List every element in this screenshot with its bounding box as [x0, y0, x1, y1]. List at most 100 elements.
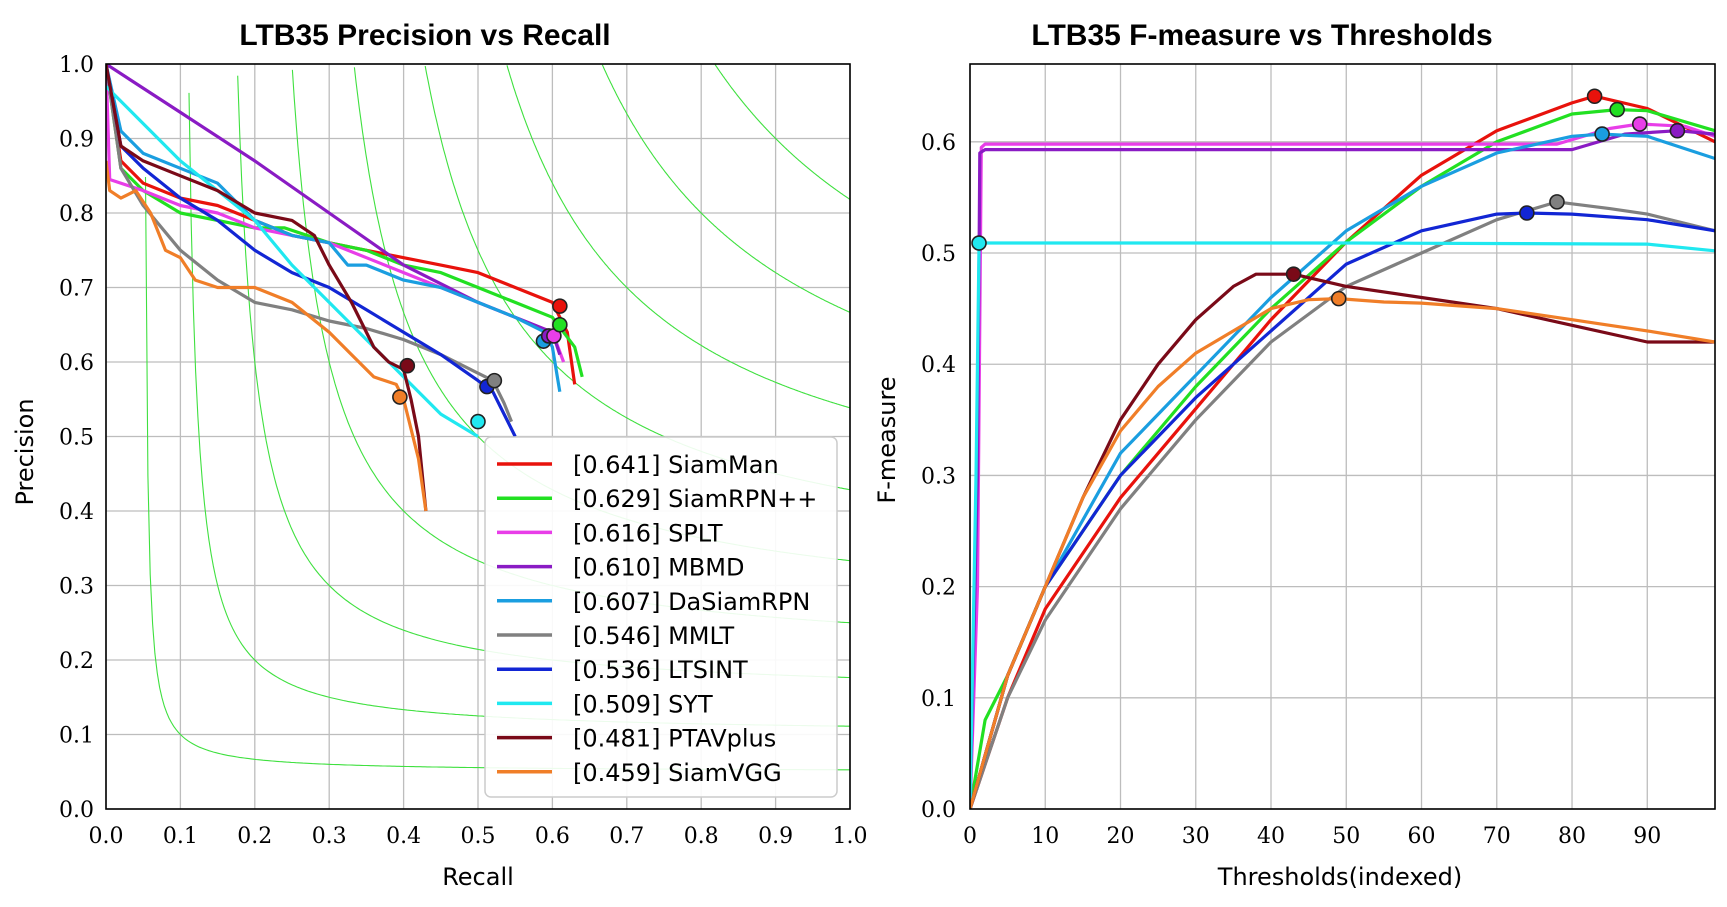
series-line	[106, 160, 428, 512]
y-tick-label: 0.0	[921, 798, 956, 823]
series-line	[106, 85, 479, 438]
plot-frame-left	[105, 63, 851, 810]
best-point-markers-right	[971, 88, 1686, 307]
x-tick-label: 0.5	[461, 824, 496, 849]
y-tick-label: 0.4	[921, 353, 956, 378]
legend-entry: [0.629] SiamRPN++	[573, 485, 817, 513]
x-tick-label: 0.4	[386, 824, 421, 849]
y-tick-label: 0.5	[921, 242, 956, 267]
x-tick-label: 0.9	[758, 824, 793, 849]
series-line	[106, 64, 584, 378]
x-tick-label: 90	[1633, 824, 1661, 849]
legend-entry: [0.536] LTSINT	[573, 656, 748, 684]
legend-entry: [0.509] SYT	[573, 690, 713, 718]
y-tick-label: 0.2	[59, 649, 94, 674]
legend-entry: [0.616] SPLT	[573, 519, 723, 547]
x-tick-label: 70	[1483, 824, 1511, 849]
grid-right	[969, 64, 1715, 810]
y-tick-label: 0.4	[59, 500, 94, 525]
y-tick-label: 0.1	[921, 687, 956, 712]
iso-f-curve	[714, 64, 850, 200]
best-point-markers-left	[392, 298, 568, 430]
best-point-marker	[1330, 290, 1347, 307]
x-tick-label: 0.2	[237, 824, 272, 849]
series-line	[970, 297, 1715, 809]
series-line	[106, 64, 562, 356]
x-tick-label: 30	[1182, 824, 1210, 849]
series-lines-right	[970, 94, 1715, 809]
x-tick-label: 0.3	[312, 824, 347, 849]
chart-title-left: LTB35 Precision vs Recall	[239, 19, 610, 52]
best-point-marker	[1669, 122, 1686, 139]
x-tick-label: 0.6	[535, 824, 570, 849]
series-line	[106, 64, 428, 512]
series-line	[970, 94, 1715, 809]
y-tick-label: 1.0	[59, 53, 94, 78]
series-line	[970, 272, 1715, 809]
plot-frame-right	[969, 63, 1716, 810]
y-tick-label: 0.6	[921, 131, 956, 156]
fmeasure-threshold-chart: LTB35 F-measure vs Thresholds Thresholds…	[873, 19, 1716, 891]
x-tick-label: 0.7	[609, 824, 644, 849]
series-line	[970, 132, 1715, 809]
y-axis-label-right: F-measure	[873, 376, 901, 503]
y-tick-label: 0.9	[59, 128, 94, 153]
y-axis-label-left: Precision	[11, 398, 39, 505]
y-tick-label: 0.3	[921, 464, 956, 489]
series-line	[970, 122, 1715, 809]
x-tick-label: 40	[1257, 824, 1285, 849]
chart-title-right: LTB35 F-measure vs Thresholds	[1031, 19, 1492, 52]
best-point-marker	[971, 235, 987, 251]
y-tick-label: 0.2	[921, 576, 956, 601]
best-point-marker	[470, 413, 486, 430]
legend-entry: [0.610] MBMD	[573, 554, 744, 582]
tick-labels-right: 0 10 20 30 40 50 60 70 80 90 0.0 0.1 0.2 0.3 0.4 0.5 0.6	[921, 131, 1661, 849]
best-point-marker	[1519, 205, 1535, 221]
best-point-marker	[392, 389, 408, 405]
y-tick-label: 0.8	[59, 202, 94, 227]
series-line	[106, 64, 562, 393]
best-point-marker	[1285, 266, 1302, 282]
x-tick-label: 1.0	[833, 824, 868, 849]
x-tick-label: 0.0	[89, 824, 124, 849]
best-point-marker	[1609, 101, 1625, 118]
legend-entry: [0.641] SiamMan	[573, 451, 779, 479]
best-point-marker	[552, 316, 568, 333]
x-axis-label-left: Recall	[442, 863, 514, 891]
y-tick-label: 0.0	[59, 798, 94, 823]
best-point-marker	[399, 357, 416, 374]
legend-entry: [0.546] MMLT	[573, 622, 735, 650]
best-point-marker	[1549, 194, 1565, 210]
y-tick-label: 0.6	[59, 351, 94, 376]
x-tick-label: 0.8	[684, 824, 719, 849]
best-point-marker	[1631, 116, 1648, 132]
y-tick-label: 0.5	[59, 426, 94, 451]
tick-labels-left: 0.0 0.1 0.2 0.3 0.4 0.5 0.6 0.7 0.8 0.9 1.0 0.0 0.1 0…	[59, 53, 868, 849]
best-point-marker	[1586, 88, 1603, 105]
legend-box	[484, 436, 838, 798]
best-point-marker	[552, 298, 568, 314]
x-tick-label: 60	[1408, 824, 1436, 849]
series-line	[106, 64, 513, 423]
legend-entry: [0.459] SiamVGG	[573, 759, 782, 787]
series-line	[970, 107, 1715, 809]
y-tick-label: 0.1	[59, 724, 94, 749]
series-line	[106, 64, 577, 385]
x-tick-label: 20	[1107, 824, 1135, 849]
x-tick-label: 0	[963, 824, 977, 849]
series-line	[970, 241, 1715, 809]
x-tick-label: 10	[1031, 824, 1059, 849]
y-tick-label: 0.7	[59, 277, 94, 302]
iso-f-curve	[601, 64, 850, 313]
best-point-marker	[486, 372, 503, 389]
legend-entry: [0.607] DaSiamRPN	[573, 588, 810, 616]
precision-recall-chart: LTB35 Precision vs Recall Recall Precisi…	[11, 19, 868, 891]
x-tick-label: 80	[1558, 824, 1586, 849]
best-point-marker	[1594, 126, 1610, 142]
y-tick-label: 0.3	[59, 575, 94, 600]
x-tick-label: 50	[1332, 824, 1360, 849]
x-tick-label: 0.1	[163, 824, 198, 849]
iso-f-curve	[506, 65, 850, 409]
legend-entry: [0.481] PTAVplus	[573, 725, 776, 753]
